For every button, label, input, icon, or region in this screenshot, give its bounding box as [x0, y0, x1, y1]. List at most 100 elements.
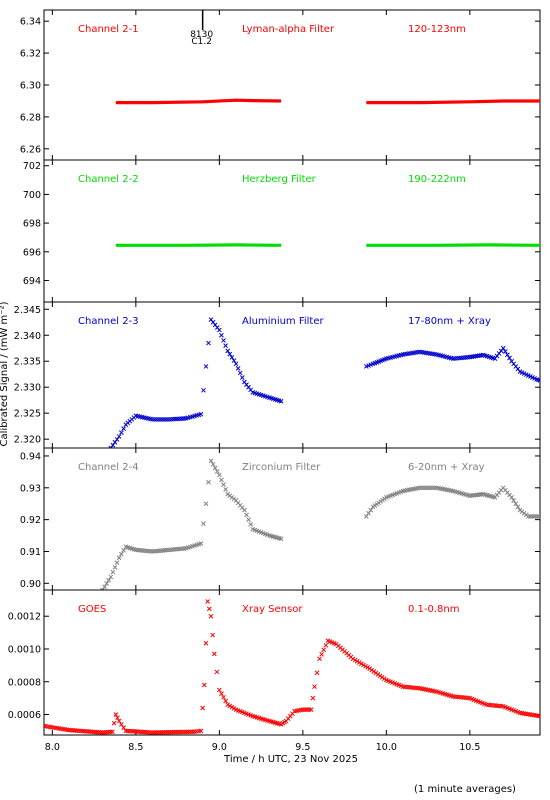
panel-label: 6-20nm + Xray	[408, 462, 485, 473]
data-point	[312, 684, 317, 690]
data-point	[321, 647, 327, 653]
series-line	[115, 98, 282, 105]
data-point	[112, 439, 118, 445]
panel-label: Zirconium Filter	[242, 462, 321, 473]
data-point	[314, 670, 320, 676]
y-tick-label: 694	[23, 276, 41, 287]
data-point	[363, 514, 369, 519]
data-point	[110, 729, 115, 735]
data-point	[115, 715, 120, 721]
data-point	[239, 375, 245, 380]
y-tick-label: 698	[23, 219, 41, 230]
y-tick-label: 0.90	[20, 579, 41, 590]
series-5	[44, 599, 540, 735]
panel-4: 0.90 0.91 0.92 0.93 0.94 Channel 2-4 Zirconium…	[20, 447, 541, 591]
data-point	[529, 514, 535, 519]
data-point	[223, 487, 228, 492]
x-tick-label: 9.5	[295, 742, 310, 753]
panel-label: 17-80nm + Xray	[408, 316, 491, 327]
data-point	[211, 651, 217, 657]
data-point	[221, 694, 226, 700]
data-point	[231, 358, 237, 363]
data-point	[308, 707, 314, 712]
data-point	[248, 522, 254, 527]
data-point	[366, 510, 371, 516]
data-point	[537, 514, 540, 519]
data-point	[505, 352, 510, 358]
data-point	[242, 507, 247, 513]
y-tick-label: 2.340	[14, 331, 41, 342]
data-point	[235, 366, 241, 371]
data-point	[201, 387, 206, 393]
data-point	[203, 364, 209, 369]
data-point	[206, 479, 211, 485]
data-point	[116, 555, 122, 561]
data-point	[323, 642, 329, 648]
y-tick-label: 0.91	[20, 547, 41, 558]
data-point	[537, 378, 540, 383]
panel-3: 2.320 2.325 2.330 2.335 2.340 2.345 Channel 2-…	[14, 301, 541, 449]
y-tick-label: 6.26	[20, 144, 41, 155]
data-point	[108, 574, 114, 580]
data-point	[201, 521, 206, 526]
data-point	[116, 718, 122, 724]
data-point	[509, 494, 514, 500]
data-point	[507, 355, 512, 361]
data-point	[217, 687, 222, 693]
data-point	[237, 370, 243, 376]
data-point	[114, 437, 120, 442]
x-tick-label: 8.0	[45, 742, 60, 753]
data-point	[198, 411, 204, 417]
series-1	[115, 98, 540, 105]
data-point	[108, 445, 114, 448]
panel-1: 6.26 6.28 6.30 6.32 6.34 Channel 2-1 Lyman-alp…	[20, 9, 541, 161]
panel-label: Xray Sensor	[242, 604, 303, 615]
panel-label: Channel 2-3	[78, 316, 139, 327]
panel-label: GOES	[78, 604, 106, 615]
data-point	[198, 541, 204, 546]
y-tick-label: 2.335	[14, 357, 41, 368]
data-point	[502, 349, 508, 354]
data-point	[219, 332, 224, 338]
y-tick-label: 0.0006	[8, 710, 41, 721]
data-point	[246, 517, 251, 522]
data-point	[310, 695, 316, 701]
data-point	[219, 691, 224, 696]
y-tick-label: 702	[23, 161, 41, 172]
data-point	[278, 536, 284, 542]
panel-label: Channel 2-1	[78, 24, 139, 35]
x-tick-label: 9.0	[212, 742, 227, 753]
data-point	[198, 728, 204, 734]
data-point	[227, 351, 233, 357]
data-point	[214, 669, 220, 675]
data-point	[121, 548, 126, 553]
data-point	[203, 501, 209, 507]
data-point	[119, 551, 124, 557]
data-point	[102, 584, 107, 590]
data-point	[203, 640, 209, 646]
data-point	[223, 698, 228, 704]
data-point	[206, 606, 212, 612]
data-point	[221, 482, 226, 487]
data-point	[217, 327, 222, 333]
x-tick-label: 10.5	[459, 742, 480, 753]
data-point	[511, 498, 517, 503]
panel-label: 190-222nm	[408, 174, 466, 185]
data-point	[106, 577, 112, 583]
data-point	[537, 713, 540, 719]
data-point	[531, 514, 537, 519]
x-tick-label: 8.5	[128, 742, 143, 753]
data-point	[210, 461, 216, 467]
y-tick-label: 0.0010	[8, 644, 41, 655]
data-point	[200, 705, 206, 711]
data-point	[116, 434, 122, 439]
data-point	[525, 514, 531, 519]
data-point	[219, 477, 224, 483]
data-point	[513, 501, 519, 507]
data-point	[317, 656, 322, 662]
data-point	[223, 343, 228, 348]
data-point	[206, 340, 211, 346]
data-point	[244, 512, 249, 518]
data-point	[368, 507, 374, 513]
